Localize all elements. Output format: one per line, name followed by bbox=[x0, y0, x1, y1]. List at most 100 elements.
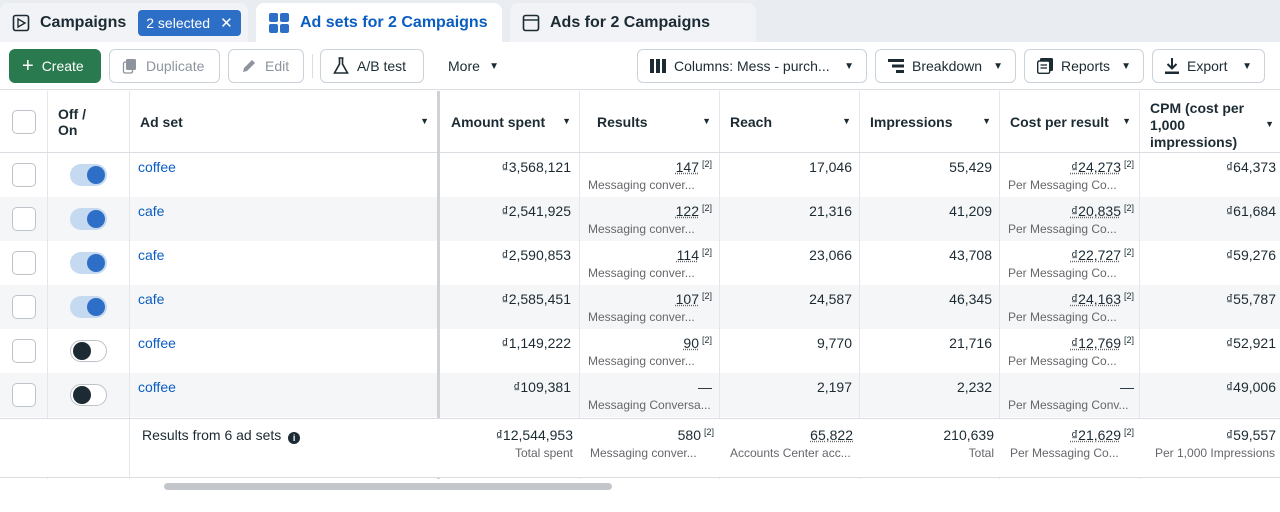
total-reach[interactable]: 65,822 bbox=[810, 427, 853, 443]
sort-icon[interactable]: ▼ bbox=[1265, 119, 1274, 129]
table-row[interactable]: coffee ₫3,568,121 147 [2] Messaging conver..… bbox=[0, 153, 1280, 197]
sort-icon[interactable]: ▼ bbox=[702, 116, 711, 126]
row-checkbox[interactable] bbox=[12, 251, 36, 275]
reports-button[interactable]: Reports ▼ bbox=[1024, 49, 1144, 83]
cost-per-result: ₫12,769 [2] bbox=[1071, 335, 1134, 351]
toggle-knob bbox=[87, 166, 105, 184]
adset-name-link[interactable]: coffee bbox=[138, 379, 176, 395]
results-number[interactable]: 114 bbox=[676, 247, 699, 263]
sort-icon[interactable]: ▼ bbox=[420, 116, 429, 126]
results-number[interactable]: — bbox=[698, 379, 712, 395]
adset-name-link[interactable]: cafe bbox=[138, 291, 165, 307]
results-value: 114 [2] bbox=[677, 247, 712, 263]
row-checkbox[interactable] bbox=[12, 163, 36, 187]
cpr-number[interactable]: ₫12,769 bbox=[1070, 335, 1121, 351]
delivery-toggle[interactable] bbox=[70, 340, 107, 362]
reach-value: 21,316 bbox=[809, 203, 852, 219]
adset-name-link[interactable]: coffee bbox=[138, 159, 176, 175]
selected-badge[interactable]: 2 selected ✕ bbox=[138, 9, 241, 36]
total-results-value: 580 bbox=[677, 427, 701, 443]
breakdown-button[interactable]: Breakdown ▼ bbox=[875, 49, 1016, 83]
row-checkbox[interactable] bbox=[12, 295, 36, 319]
col-adset[interactable]: Ad set ▼ bbox=[130, 91, 438, 152]
tab-campaigns[interactable]: Campaigns 2 selected ✕ bbox=[0, 3, 248, 42]
col-offon[interactable]: Off / On bbox=[48, 91, 130, 152]
col-cpm[interactable]: CPM (cost per 1,000 impressions) ▼ bbox=[1140, 91, 1280, 152]
cpr-number[interactable]: ₫24,273 bbox=[1070, 159, 1121, 175]
col-amount[interactable]: Amount spent ▼ bbox=[441, 91, 580, 152]
duplicate-button[interactable]: Duplicate bbox=[109, 49, 220, 83]
sort-icon[interactable]: ▼ bbox=[982, 116, 991, 126]
table-row[interactable]: coffee ₫1,149,222 90 [2] Messaging conver...… bbox=[0, 329, 1280, 373]
total-cpr-value[interactable]: ₫21,629 bbox=[1070, 427, 1121, 443]
info-icon[interactable]: i bbox=[288, 432, 301, 444]
adset-name-link[interactable]: coffee bbox=[138, 335, 176, 351]
sort-icon[interactable]: ▼ bbox=[1122, 116, 1131, 126]
cpr-type: Per Messaging Co... bbox=[1008, 222, 1117, 236]
col-offon-line1: Off / bbox=[58, 105, 86, 122]
total-cpr-sub: Per Messaging Co... bbox=[1010, 446, 1119, 460]
reach-value: 17,046 bbox=[809, 159, 852, 175]
results-value: — bbox=[698, 379, 712, 395]
total-results-sub: Messaging conver... bbox=[590, 446, 697, 460]
tab-ads[interactable]: Ads for 2 Campaigns bbox=[510, 3, 756, 42]
columns-button[interactable]: Columns: Mess - purch... ▼ bbox=[637, 49, 867, 83]
adset-name-link[interactable]: cafe bbox=[138, 247, 165, 263]
delivery-toggle[interactable] bbox=[70, 384, 107, 406]
cpr-number[interactable]: — bbox=[1120, 379, 1134, 395]
results-number[interactable]: 122 bbox=[675, 203, 699, 219]
results-number[interactable]: 107 bbox=[675, 291, 699, 307]
cpr-number[interactable]: ₫24,163 bbox=[1070, 291, 1121, 307]
col-impressions[interactable]: Impressions ▼ bbox=[860, 91, 1000, 152]
table-row[interactable]: cafe ₫2,541,925 122 [2] Messaging conver... 2… bbox=[0, 197, 1280, 241]
scrollbar-thumb[interactable] bbox=[164, 483, 612, 490]
ab-test-button[interactable]: A/B test bbox=[320, 49, 424, 83]
cpr-type: Per Messaging Co... bbox=[1008, 310, 1117, 324]
impressions-value: 43,708 bbox=[949, 247, 992, 263]
total-impressions-sub: Total bbox=[968, 446, 994, 460]
tab-adsets[interactable]: Ad sets for 2 Campaigns bbox=[256, 3, 502, 42]
reach-value: 9,770 bbox=[816, 335, 852, 351]
col-results[interactable]: Results ▼ bbox=[580, 91, 720, 152]
col-cpr[interactable]: Cost per result ▼ bbox=[1000, 91, 1140, 152]
table-row[interactable]: cafe ₫2,590,853 114 [2] Messaging conver... 2… bbox=[0, 241, 1280, 285]
cpr-number[interactable]: ₫20,835 bbox=[1070, 203, 1121, 219]
edit-button[interactable]: Edit bbox=[228, 49, 304, 83]
clear-selection-icon[interactable]: ✕ bbox=[220, 14, 233, 32]
horizontal-scrollbar[interactable] bbox=[0, 479, 1280, 493]
attribution-note: [2] bbox=[701, 335, 712, 345]
table-row[interactable]: cafe ₫2,585,451 107 [2] Messaging conver... 2… bbox=[0, 285, 1280, 329]
grid-line bbox=[579, 153, 580, 479]
select-all-checkbox[interactable] bbox=[12, 110, 36, 134]
breakdown-label: Breakdown bbox=[912, 58, 983, 74]
results-value: 107 [2] bbox=[676, 291, 712, 307]
row-checkbox[interactable] bbox=[12, 207, 36, 231]
export-button[interactable]: Export ▼ bbox=[1152, 49, 1265, 83]
campaigns-icon bbox=[12, 14, 30, 32]
duplicate-icon bbox=[122, 58, 138, 74]
results-number[interactable]: 147 bbox=[675, 159, 699, 175]
sort-icon[interactable]: ▼ bbox=[842, 116, 851, 126]
grid-line bbox=[47, 153, 48, 479]
sort-icon[interactable]: ▼ bbox=[562, 116, 571, 126]
delivery-toggle[interactable] bbox=[70, 164, 107, 186]
col-cpr-label: Cost per result bbox=[1010, 113, 1109, 130]
impressions-value: 46,345 bbox=[949, 291, 992, 307]
table-row[interactable]: coffee ₫109,381 — Messaging Conversa... 2,19… bbox=[0, 373, 1280, 417]
create-button[interactable]: + Create bbox=[9, 49, 101, 83]
delivery-toggle[interactable] bbox=[70, 296, 107, 318]
delivery-toggle[interactable] bbox=[70, 208, 107, 230]
cpr-number[interactable]: ₫22,727 bbox=[1070, 247, 1121, 263]
delivery-toggle[interactable] bbox=[70, 252, 107, 274]
totals-label-text: Results from 6 ad sets bbox=[142, 427, 282, 443]
col-reach[interactable]: Reach ▼ bbox=[720, 91, 860, 152]
total-cpm: ₫59,557 bbox=[1225, 427, 1276, 443]
results-number[interactable]: 90 bbox=[683, 335, 699, 351]
toolbar-divider bbox=[312, 54, 313, 78]
cost-per-result: ₫20,835 [2] bbox=[1071, 203, 1134, 219]
more-button[interactable]: More ▼ bbox=[436, 49, 512, 83]
frozen-divider[interactable] bbox=[437, 91, 440, 479]
adset-name-link[interactable]: cafe bbox=[138, 203, 165, 219]
row-checkbox[interactable] bbox=[12, 383, 36, 407]
row-checkbox[interactable] bbox=[12, 339, 36, 363]
